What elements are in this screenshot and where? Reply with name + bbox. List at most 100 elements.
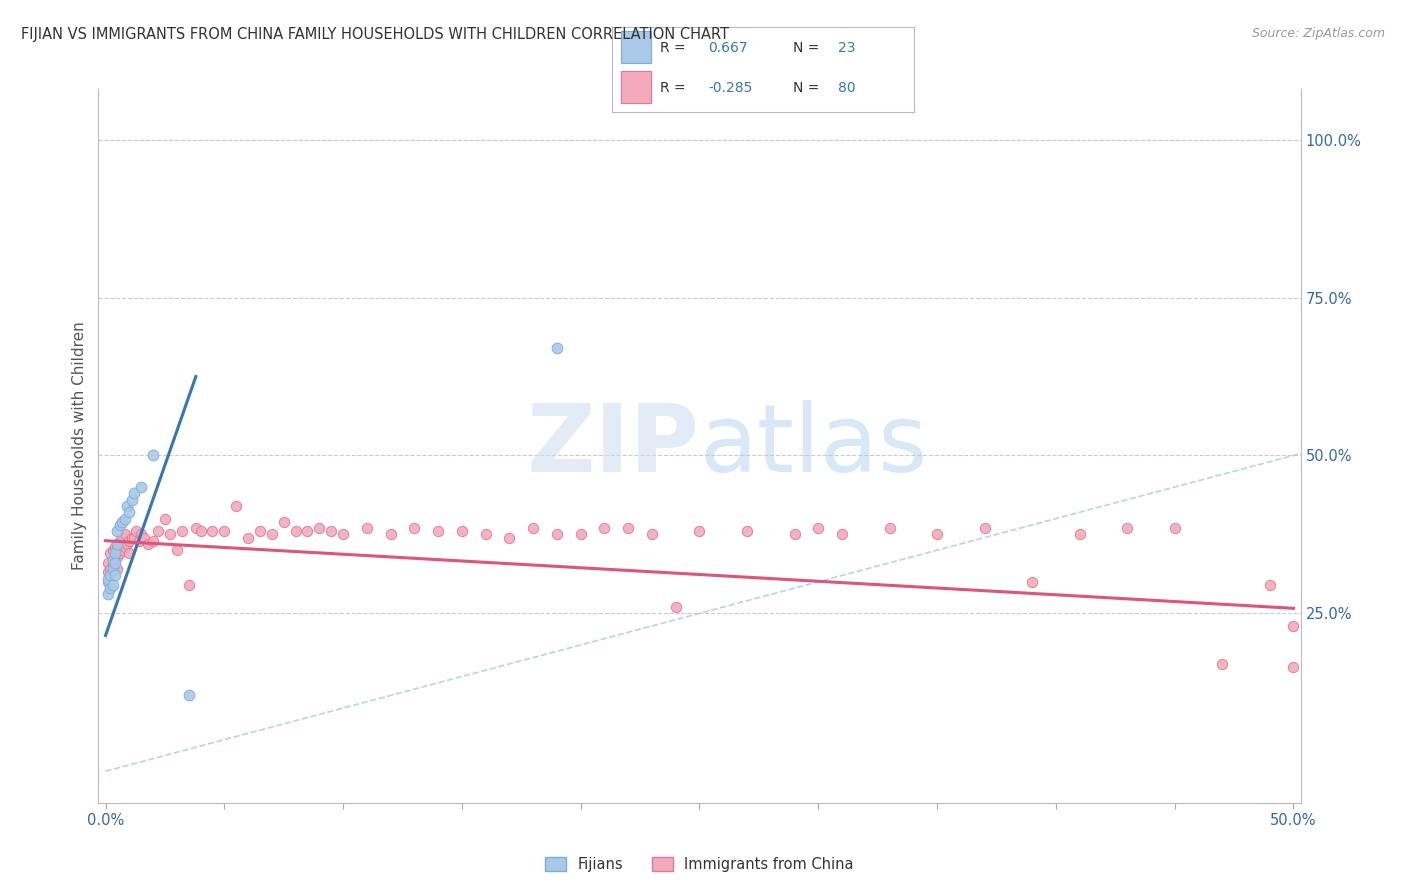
Point xyxy=(108,546,131,560)
Point xyxy=(404,521,426,535)
Point xyxy=(98,581,121,595)
Point xyxy=(118,505,141,519)
FancyBboxPatch shape xyxy=(620,70,651,103)
Point xyxy=(807,521,830,535)
Point xyxy=(1069,527,1091,541)
Point xyxy=(783,527,806,541)
Point xyxy=(201,524,224,539)
Point xyxy=(107,524,129,539)
Point xyxy=(159,527,181,541)
FancyBboxPatch shape xyxy=(620,31,651,63)
Point xyxy=(973,521,995,535)
Point xyxy=(522,521,544,535)
Text: N =: N = xyxy=(793,41,820,55)
Point xyxy=(284,524,307,539)
Point xyxy=(142,449,165,463)
Point xyxy=(104,556,127,570)
Point xyxy=(136,537,159,551)
Point xyxy=(146,524,169,539)
Text: Source: ZipAtlas.com: Source: ZipAtlas.com xyxy=(1251,27,1385,40)
Text: 0.667: 0.667 xyxy=(709,41,748,55)
Text: R =: R = xyxy=(659,41,686,55)
Point xyxy=(166,543,188,558)
Point xyxy=(121,492,143,507)
Legend: Fijians, Immigrants from China: Fijians, Immigrants from China xyxy=(540,851,859,878)
Point xyxy=(114,511,136,525)
Point xyxy=(177,689,200,703)
Text: R =: R = xyxy=(659,81,686,95)
Point xyxy=(104,540,127,554)
Point xyxy=(118,546,141,560)
Point xyxy=(98,581,121,595)
Point xyxy=(831,527,853,541)
Point xyxy=(260,527,283,541)
Point xyxy=(104,546,127,560)
Point xyxy=(474,527,496,541)
Text: 23: 23 xyxy=(838,41,856,55)
Y-axis label: Family Households with Children: Family Households with Children xyxy=(72,322,87,570)
Point xyxy=(97,566,120,580)
Point xyxy=(107,537,129,551)
Point xyxy=(1282,660,1305,674)
Point xyxy=(451,524,474,539)
Point xyxy=(1282,619,1305,633)
Point xyxy=(1116,521,1139,535)
Point xyxy=(98,568,121,582)
Point xyxy=(108,533,131,548)
Point xyxy=(101,552,124,566)
Point xyxy=(190,524,212,539)
Point xyxy=(1021,574,1043,589)
Point xyxy=(184,521,207,535)
Point xyxy=(104,549,127,564)
Point xyxy=(236,531,259,545)
Point xyxy=(107,549,129,564)
Point xyxy=(380,527,402,541)
Point xyxy=(122,486,145,500)
Point xyxy=(107,537,129,551)
Point xyxy=(225,499,247,513)
Point xyxy=(98,546,121,560)
Point xyxy=(104,568,127,582)
Point xyxy=(132,531,155,545)
Point xyxy=(1211,657,1233,671)
Point xyxy=(111,531,134,545)
Point xyxy=(101,578,124,592)
Point xyxy=(97,572,120,586)
Text: FIJIAN VS IMMIGRANTS FROM CHINA FAMILY HOUSEHOLDS WITH CHILDREN CORRELATION CHAR: FIJIAN VS IMMIGRANTS FROM CHINA FAMILY H… xyxy=(21,27,730,42)
Point xyxy=(569,527,592,541)
Point xyxy=(122,531,145,545)
Point xyxy=(879,521,901,535)
Point xyxy=(332,527,354,541)
Point xyxy=(111,543,134,558)
Point xyxy=(108,517,131,532)
Point xyxy=(101,556,124,570)
Point xyxy=(153,511,176,525)
Point xyxy=(546,527,568,541)
Point xyxy=(735,524,758,539)
Point xyxy=(114,527,136,541)
Point xyxy=(546,341,568,355)
Point xyxy=(101,543,124,558)
Point xyxy=(249,524,271,539)
Point xyxy=(641,527,664,541)
Point xyxy=(111,515,134,529)
Point xyxy=(170,524,193,539)
Text: N =: N = xyxy=(793,81,820,95)
Point xyxy=(129,527,152,541)
Text: -0.285: -0.285 xyxy=(709,81,752,95)
Point xyxy=(107,562,129,576)
Point xyxy=(128,533,150,548)
Text: 80: 80 xyxy=(838,81,856,95)
Point xyxy=(427,524,450,539)
Point xyxy=(125,524,148,539)
Point xyxy=(688,524,710,539)
Point xyxy=(114,540,136,554)
Point xyxy=(214,524,236,539)
Text: atlas: atlas xyxy=(700,400,928,492)
Point xyxy=(356,521,378,535)
Point xyxy=(665,600,688,615)
Point xyxy=(498,531,520,545)
Point xyxy=(115,537,138,551)
Point xyxy=(308,521,330,535)
Point xyxy=(97,574,120,589)
